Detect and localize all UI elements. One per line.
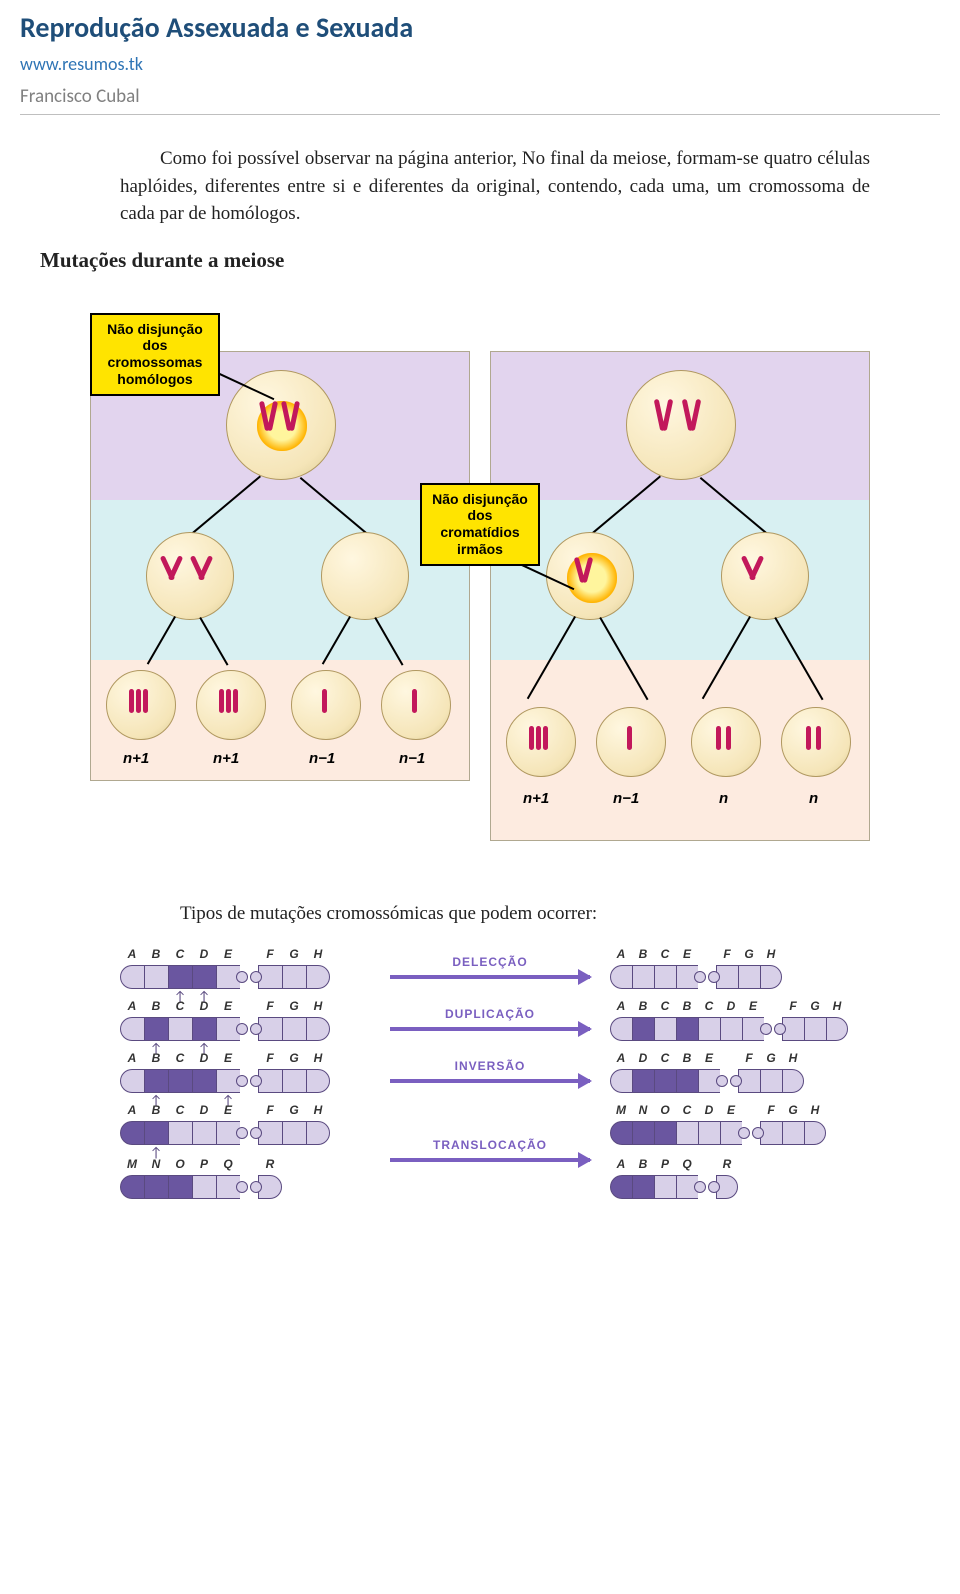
page-url: www.resumos.tk xyxy=(20,53,940,75)
mutation-label: DELECÇÃO xyxy=(390,955,590,969)
cell-gamete xyxy=(596,707,666,777)
cell-mid-right-1 xyxy=(546,532,634,620)
mutation-arrow: INVERSÃO xyxy=(390,1079,590,1083)
chromosome-before: ABCDEFGH↑↑ xyxy=(120,1069,370,1093)
author-name: Francisco Cubal xyxy=(20,85,940,115)
mutation-label: DUPLICAÇÃO xyxy=(390,1007,590,1021)
mutation-row: ABCDEFGH↑↑ DUPLICAÇÃO ABCBCDEFGH xyxy=(120,1017,880,1041)
mutation-row: ABCDEFGH↑↑ INVERSÃO ADCBEFGH xyxy=(120,1069,880,1093)
cell-gamete xyxy=(196,670,266,740)
cell-gamete xyxy=(291,670,361,740)
cell-gamete xyxy=(691,707,761,777)
cell-gamete xyxy=(506,707,576,777)
meiosis-diagram: Não disjunçãodoscromossomashomólogos xyxy=(90,313,870,873)
mutation-row: ABCDEFGH↑↑ DELECÇÃO ABCEFGH xyxy=(120,965,880,989)
cell-gamete xyxy=(781,707,851,777)
callout-chromatids: Não disjunçãodoscromatídiosirmãos xyxy=(420,483,540,566)
cell-mid-right-2 xyxy=(721,532,809,620)
gamete-label: n−1 xyxy=(613,790,639,807)
mutation-row: ABCDEFGH↑MNOPQR TRANSLOCAÇÃO MNOCDEFGHABPQ… xyxy=(120,1121,880,1199)
mutation-arrow: TRANSLOCAÇÃO xyxy=(390,1158,590,1162)
cell-parent-right xyxy=(626,370,736,480)
cell-gamete xyxy=(381,670,451,740)
cell-gamete xyxy=(106,670,176,740)
mutation-arrow: DUPLICAÇÃO xyxy=(390,1027,590,1031)
callout-homologs: Não disjunçãodoscromossomashomólogos xyxy=(90,313,220,396)
gamete-label: n+1 xyxy=(213,750,239,767)
cell-mid-left-2 xyxy=(321,532,409,620)
chromosome-after: ABCEFGH xyxy=(610,965,860,989)
gamete-label: n−1 xyxy=(309,750,335,767)
mutation-label: TRANSLOCAÇÃO xyxy=(390,1138,590,1152)
gamete-label: n−1 xyxy=(399,750,425,767)
cell-mid-left-1 xyxy=(146,532,234,620)
section-title: Mutações durante a meiose xyxy=(40,248,940,273)
page-title: Reprodução Assexuada e Sexuada xyxy=(20,10,940,45)
meiosis-panel-right: n+1 n−1 n n xyxy=(490,351,870,841)
gamete-label: n xyxy=(719,790,728,807)
mutations-diagram: ABCDEFGH↑↑ DELECÇÃO ABCEFGH ABCDEFGH↑↑ DUPLI… xyxy=(120,965,880,1199)
intro-paragraph: Como foi possível observar na página ant… xyxy=(120,145,870,228)
chromosome-after: ADCBEFGH xyxy=(610,1069,860,1093)
chromosome-before: ABCDEFGH↑↑ xyxy=(120,1017,370,1041)
mutations-subtitle: Tipos de mutações cromossómicas que pode… xyxy=(180,903,940,925)
gamete-label: n+1 xyxy=(123,750,149,767)
meiosis-panel-left: n+1 n+1 n−1 n−1 xyxy=(90,351,470,781)
gamete-label: n+1 xyxy=(523,790,549,807)
chromosome-before: ABCDEFGH↑MNOPQR xyxy=(120,1121,370,1199)
chromosome-before: ABCDEFGH↑↑ xyxy=(120,965,370,989)
mutation-arrow: DELECÇÃO xyxy=(390,975,590,979)
chromosome-after: MNOCDEFGHABPQR xyxy=(610,1121,860,1199)
chromosome-after: ABCBCDEFGH xyxy=(610,1017,860,1041)
mutation-label: INVERSÃO xyxy=(390,1059,590,1073)
gamete-label: n xyxy=(809,790,818,807)
